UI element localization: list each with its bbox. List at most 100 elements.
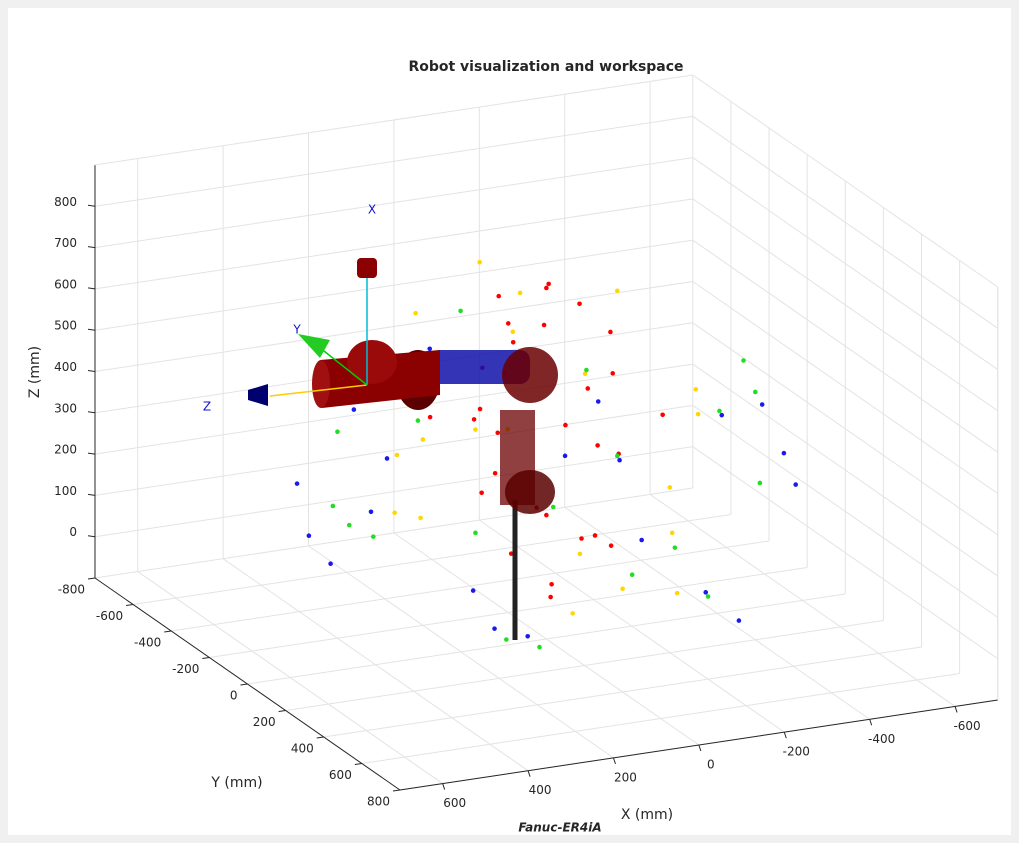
point <box>620 586 625 592</box>
point <box>544 285 549 291</box>
point <box>570 611 575 616</box>
point <box>717 408 722 414</box>
point <box>420 437 426 442</box>
point <box>427 346 433 352</box>
x-tick <box>869 719 873 726</box>
y-tick-label: 0 <box>230 689 238 703</box>
point <box>510 329 516 335</box>
point <box>781 450 787 456</box>
point <box>674 590 680 596</box>
box-edge <box>94 74 693 166</box>
grid-line <box>323 646 922 738</box>
y-tick <box>202 657 210 659</box>
z-tick-label: 700 <box>54 236 77 250</box>
point <box>492 626 497 631</box>
point <box>549 582 554 587</box>
point <box>510 339 516 345</box>
point <box>330 503 336 509</box>
chart-title: Robot visualization and workspace <box>408 59 683 75</box>
point <box>427 414 433 420</box>
y-tick <box>278 710 286 712</box>
box-edge <box>692 74 999 288</box>
x-tick <box>527 770 531 777</box>
z-tick <box>87 452 96 455</box>
grid-line <box>171 540 770 632</box>
grid-line <box>94 157 693 249</box>
z-tick-label: 600 <box>54 277 77 291</box>
z-tick <box>87 535 96 538</box>
x-tick <box>612 757 616 765</box>
robot-cylinder-end <box>312 360 330 408</box>
y-tick-label: 400 <box>291 742 314 756</box>
point <box>418 515 423 521</box>
point <box>415 418 421 423</box>
point <box>584 367 589 373</box>
point <box>413 310 418 316</box>
point <box>495 430 501 436</box>
z-tick <box>87 328 96 331</box>
point <box>582 371 588 377</box>
x-tick <box>783 731 787 739</box>
y-tick-label: 200 <box>253 715 276 729</box>
point <box>384 456 390 461</box>
frame-label: X <box>368 203 376 217</box>
point <box>577 551 583 557</box>
grid-line <box>94 115 693 207</box>
point <box>579 536 584 541</box>
grid-line <box>692 157 999 370</box>
z-axis-label: Z (mm) <box>27 346 43 398</box>
z-tick-label: 200 <box>54 443 77 457</box>
z-tick <box>87 246 96 249</box>
point <box>669 530 675 536</box>
z-tick <box>87 493 96 496</box>
y-tick-label: -800 <box>58 583 85 597</box>
point <box>705 594 711 599</box>
point <box>496 293 502 299</box>
point <box>505 321 511 326</box>
x-tick-label: 600 <box>443 796 466 810</box>
grid-line <box>692 446 999 660</box>
x-tick <box>442 783 446 790</box>
point <box>392 510 397 516</box>
point <box>550 504 556 510</box>
grid-line <box>94 239 693 331</box>
point <box>458 308 463 314</box>
y-tick <box>164 630 172 633</box>
point <box>492 470 498 476</box>
z-tick <box>87 287 96 290</box>
point <box>757 480 763 486</box>
frame-label: Z <box>203 400 211 414</box>
grid-line <box>692 404 999 618</box>
point <box>595 443 600 448</box>
point <box>585 386 591 391</box>
grid-line <box>692 281 999 494</box>
y-tick-label: 800 <box>367 795 390 809</box>
point <box>479 490 484 496</box>
point <box>537 644 542 650</box>
point <box>368 509 374 515</box>
y-tick-label: 600 <box>329 768 352 782</box>
point <box>741 358 746 363</box>
frame-axis <box>269 384 368 397</box>
point <box>667 485 673 490</box>
point <box>473 427 478 432</box>
point <box>592 533 598 538</box>
point <box>629 572 635 578</box>
frame-label: Y <box>292 323 301 337</box>
frame-marker <box>248 384 268 406</box>
z-tick-label: 300 <box>54 401 77 415</box>
z-tick-label: 0 <box>69 525 77 539</box>
point <box>736 618 742 623</box>
x-tick-label: 200 <box>614 770 637 784</box>
x-tick <box>954 706 958 713</box>
point <box>719 412 725 418</box>
y-tick <box>126 604 134 606</box>
point <box>294 481 300 486</box>
point <box>473 530 478 536</box>
point <box>672 545 678 550</box>
point <box>335 429 340 435</box>
z-tick-label: 800 <box>54 195 77 209</box>
point <box>577 301 582 307</box>
y-tick <box>392 789 401 792</box>
